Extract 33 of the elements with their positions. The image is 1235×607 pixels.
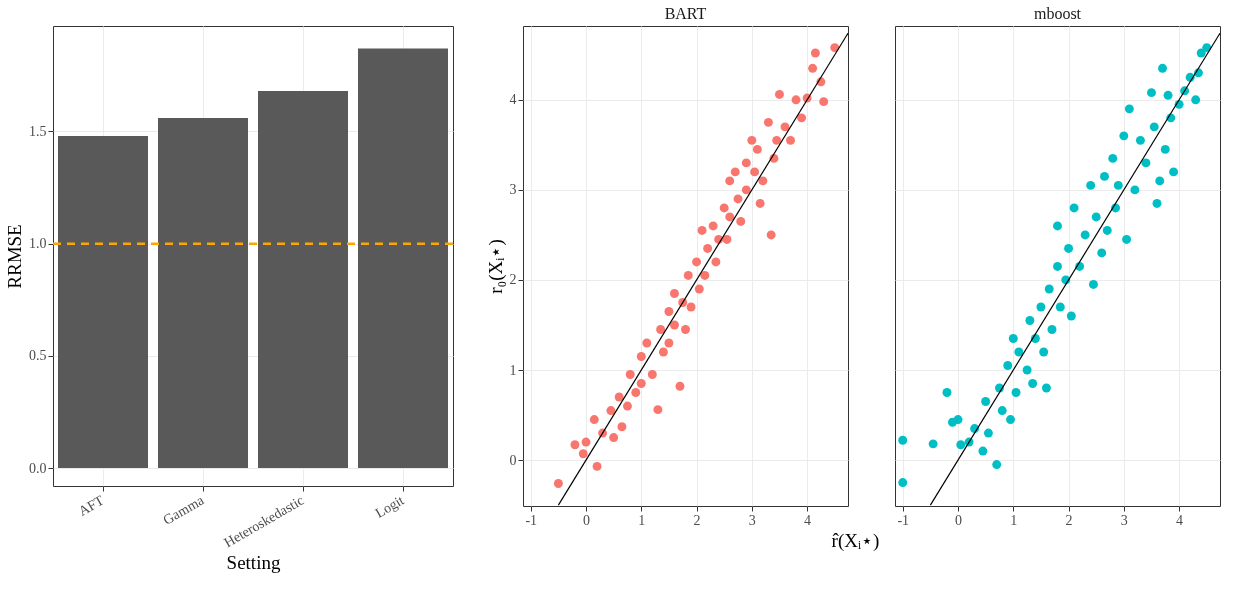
y-tick-label: 0: [509, 452, 517, 468]
y-tick-label: 0.0: [29, 460, 47, 476]
y-tick-label: 4: [509, 92, 517, 108]
x-tick-label: 1: [638, 512, 646, 528]
bar: [258, 91, 348, 469]
x-tick-label: Logit: [372, 492, 407, 521]
y-tick-label: 3: [509, 182, 517, 198]
bar: [358, 48, 448, 469]
y-axis-title: RRMSE: [4, 224, 25, 289]
x-tick-label: 2: [1065, 512, 1073, 528]
x-tick-label: 0: [955, 512, 963, 528]
x-axis-title: Setting: [226, 552, 281, 574]
y-tick-label: 1: [509, 362, 517, 378]
x-tick-label: 1: [1010, 512, 1018, 528]
y-tick-label: 1.0: [29, 236, 47, 252]
x-tick-label: -1: [525, 512, 538, 528]
x-tick-label: 4: [1176, 512, 1184, 528]
x-tick-label: 4: [804, 512, 812, 528]
x-tick-label: 0: [583, 512, 591, 528]
chart-title: BART: [664, 5, 707, 22]
y-tick-label: 0.5: [29, 348, 47, 364]
y-axis-title: r₀(Xᵢ⋆): [484, 239, 507, 294]
x-tick-label: 3: [1120, 512, 1128, 528]
x-tick-label: 3: [748, 512, 756, 528]
x-axis-title: r̂(Xᵢ⋆): [831, 529, 880, 552]
bar: [58, 135, 148, 469]
x-tick-label: AFT: [76, 492, 107, 519]
x-tick-label: 2: [693, 512, 701, 528]
chart-title: mboost: [1033, 5, 1082, 22]
x-tick-label: -1: [897, 512, 910, 528]
y-tick-label: 1.5: [29, 123, 47, 139]
bar: [158, 118, 248, 469]
y-tick-label: 2: [509, 272, 517, 288]
